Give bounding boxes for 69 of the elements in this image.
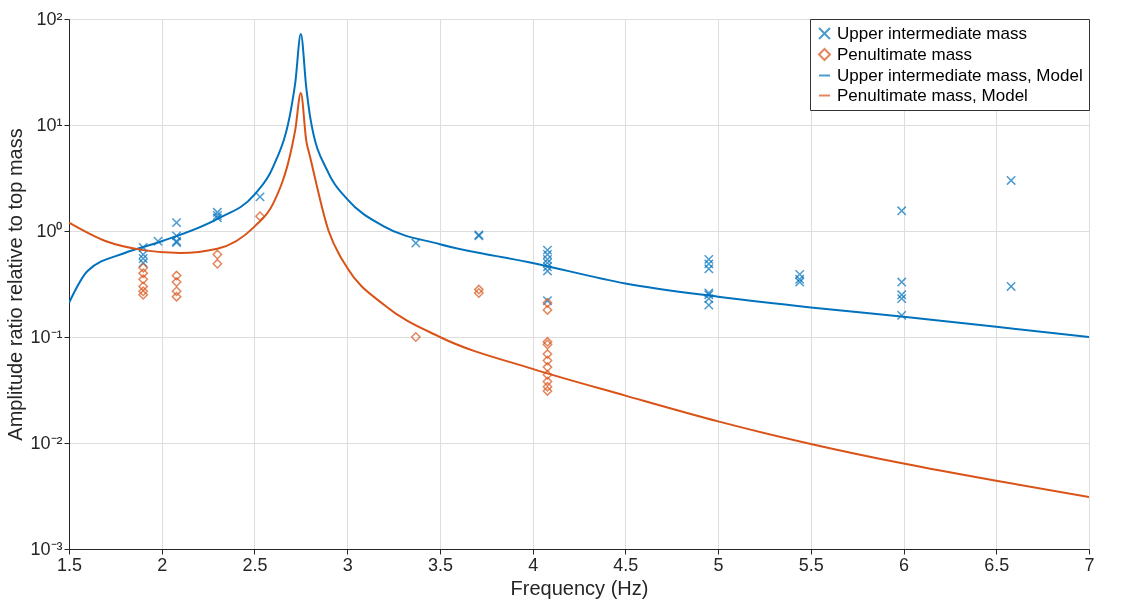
point [542, 261, 553, 272]
point [171, 277, 182, 287]
point [138, 257, 149, 268]
point [138, 281, 149, 292]
point [703, 263, 714, 274]
x-tick-label: 6 [899, 554, 910, 575]
point [473, 284, 484, 295]
y-axis-title: Amplitude ratio relative to top mass [4, 128, 27, 441]
point [1006, 175, 1017, 186]
point [138, 274, 149, 285]
point [542, 305, 553, 315]
point [896, 277, 907, 287]
y-tick-label: 10⁰ [36, 220, 63, 241]
legend-label: Penultimate mass, Model [837, 85, 1028, 105]
point [703, 254, 714, 265]
point [542, 385, 553, 396]
point [212, 258, 223, 269]
legend-label: Upper intermediate mass [837, 23, 1027, 43]
point [896, 293, 907, 304]
point [171, 230, 182, 241]
point [542, 381, 553, 392]
point [703, 258, 714, 269]
point [171, 217, 182, 228]
y-tick-label: 10¹ [36, 114, 63, 135]
point [138, 249, 149, 260]
x-tick-label: 6.5 [984, 554, 1010, 575]
point [153, 236, 163, 247]
x-tick-label: 2 [157, 554, 168, 575]
legend-label: Penultimate mass [837, 44, 973, 64]
x-tick-label: 3.5 [427, 554, 453, 575]
point [703, 293, 714, 304]
point [896, 310, 907, 321]
point [542, 249, 553, 260]
x-tick-label: 4 [528, 554, 539, 575]
point [138, 253, 149, 264]
point [255, 211, 265, 222]
x-tick-label: 5.5 [798, 554, 824, 575]
x-tick-label: 2.5 [242, 554, 268, 575]
point [542, 355, 553, 366]
point [1006, 281, 1017, 292]
y-tick-label: 10⁻² [30, 432, 63, 453]
point [896, 205, 907, 216]
x-tick-label: 4.5 [613, 554, 639, 575]
point [138, 268, 149, 279]
point [212, 249, 223, 260]
point [171, 291, 182, 302]
y-tick-label: 10² [36, 8, 63, 29]
point [255, 191, 265, 202]
x-tick-label: 3 [342, 554, 353, 575]
point [542, 376, 553, 387]
point [473, 288, 484, 298]
point [138, 262, 149, 273]
point [896, 289, 907, 300]
point [410, 238, 421, 248]
legend-label: Upper intermediate mass, Model [837, 65, 1083, 85]
x-tick-label: 5 [713, 554, 724, 575]
point [171, 286, 182, 297]
point [542, 349, 553, 360]
point [171, 270, 182, 281]
point [542, 369, 553, 380]
point [542, 245, 553, 256]
x-tick-label: 7 [1084, 554, 1095, 575]
point [542, 266, 553, 276]
point [542, 362, 553, 373]
point [794, 269, 805, 280]
y-tick-label: 10⁻¹ [30, 326, 63, 347]
x-axis-title: Frequency (Hz) [510, 576, 649, 599]
point [703, 300, 714, 311]
point [410, 332, 421, 342]
